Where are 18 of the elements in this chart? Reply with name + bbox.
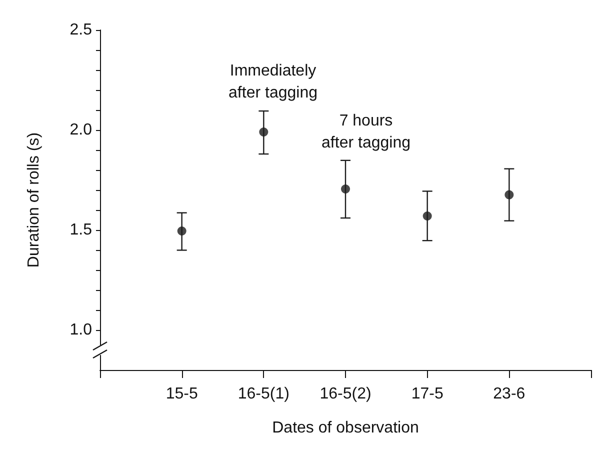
point	[177, 226, 186, 236]
x-tick-label: 16-5(1)	[238, 386, 290, 402]
annotation: Immediately after tagging	[228, 62, 318, 102]
annotation: 7 hours after tagging	[322, 112, 410, 152]
y-tick-label: 1.5	[70, 222, 92, 238]
y-axis-title: Duration of rolls (s)	[26, 132, 42, 268]
x-tick-label: 17-5	[411, 386, 444, 402]
x-tick-label: 15-5	[166, 386, 198, 402]
y-tick-label: 2.0	[70, 122, 92, 138]
point	[259, 128, 268, 136]
point	[504, 190, 514, 200]
x-axis-title: Dates of observation	[272, 420, 419, 436]
x-tick-label: 23-6	[493, 386, 526, 402]
point	[422, 212, 432, 220]
y-tick-label: 1.0	[70, 322, 92, 338]
y-tick-label: 2.5	[70, 22, 92, 38]
x-tick-label: 16-5(2)	[320, 386, 372, 402]
point	[341, 184, 350, 194]
